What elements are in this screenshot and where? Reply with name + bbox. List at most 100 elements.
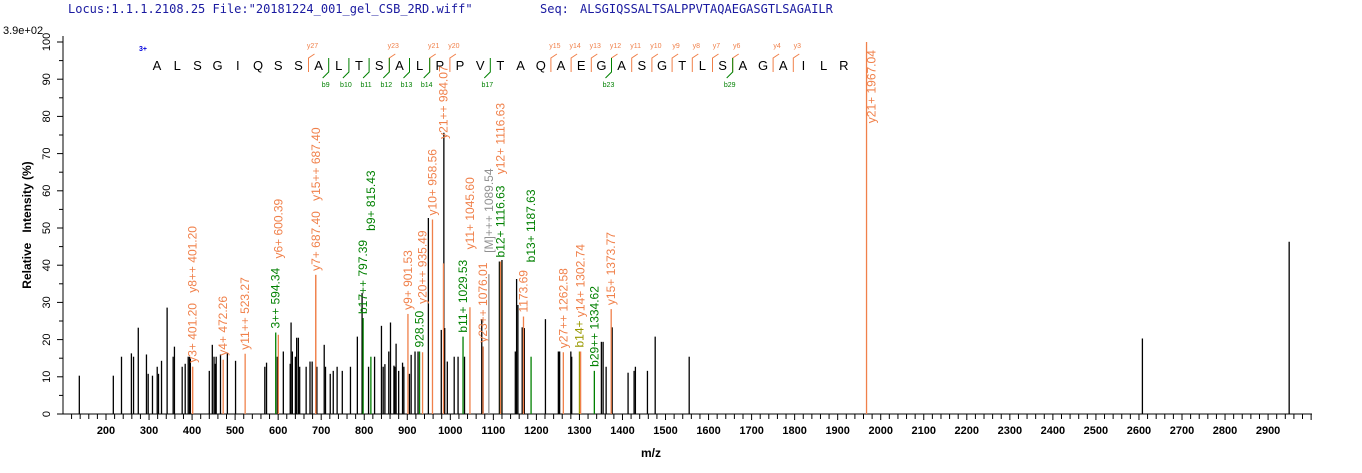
peak-label-y-ion: y10+ 958.56	[425, 149, 439, 216]
residue-letter: L	[416, 58, 423, 73]
b-ion-label: b10	[340, 82, 352, 89]
y-tick-label: 90	[41, 73, 53, 85]
residue-letter: V	[476, 58, 485, 73]
y-ion-label: y3	[794, 43, 802, 50]
y-ion-label: y4	[773, 43, 781, 50]
peak-label-y-ion: y15+ 1373.77	[604, 232, 618, 305]
x-tick-label: 2600	[1127, 425, 1151, 437]
x-tick-label: 300	[140, 425, 158, 437]
peak-label-y-ion: y7+ 687.40	[309, 211, 323, 271]
x-tick-label: 2400	[1041, 425, 1065, 437]
b-ion-label: b23	[603, 82, 615, 89]
x-tick-label: 400	[183, 425, 201, 437]
y-axis-title: Relative Intensity (%)	[20, 161, 34, 288]
y-tick-label: 10	[41, 371, 53, 383]
x-tick-label: 1400	[610, 425, 634, 437]
residue-letter: L	[699, 58, 706, 73]
b-ion-label: b13	[401, 82, 413, 89]
max-intensity-label: 3.9e+02	[3, 25, 43, 37]
x-tick-label: 1200	[524, 425, 548, 437]
y-tick-label: 60	[41, 185, 53, 197]
residue-letter: T	[496, 58, 504, 73]
y-ion-bracket	[671, 53, 679, 72]
b-ion-bracket	[483, 58, 491, 79]
b-ion-bracket	[322, 58, 330, 79]
peak-label-b-ion: 3++ 594.34	[269, 267, 283, 328]
peak-label-y-ion: y11++ 523.27	[238, 277, 252, 350]
b-ion-bracket	[726, 58, 734, 79]
charge-state-label: 3+	[139, 46, 147, 53]
x-tick-label: 800	[355, 425, 373, 437]
b-ion-bracket	[382, 58, 390, 79]
x-tick-label: 500	[226, 425, 244, 437]
y-tick-label: 70	[41, 147, 53, 159]
y-ion-label: y15	[549, 43, 560, 50]
residue-letter: A	[617, 58, 626, 73]
peak-label-b-ion: 928.50	[413, 310, 427, 347]
residue-letter: P	[435, 58, 444, 73]
b-ion-bracket	[342, 58, 350, 79]
peak-label-b-ion: b29++ 1334.62	[587, 286, 601, 367]
y-ion-label: y14	[569, 43, 580, 50]
peak-label-y-ion: y6+ 600.39	[271, 198, 285, 258]
y-ion-label: y8	[693, 43, 701, 50]
y-ion-bracket	[792, 53, 800, 72]
y-ion-label: y6	[733, 43, 741, 50]
residue-letter: G	[596, 58, 606, 73]
residue-letter: A	[395, 58, 404, 73]
seq-label: Seq:	[540, 2, 569, 16]
b-ion-label: b9	[322, 82, 330, 89]
peak-label-y-ion: y4+ 472.26	[216, 296, 230, 356]
residue-letter: R	[839, 58, 848, 73]
b-ion-bracket	[605, 58, 612, 79]
x-tick-label: 2100	[912, 425, 936, 437]
x-tick-label: 2000	[868, 425, 892, 437]
residue-letter: L	[174, 58, 181, 73]
y-ion-label: y11	[630, 43, 641, 50]
x-tick-label: 2300	[998, 425, 1022, 437]
peak-label-y-ion: y3+ 401.20	[186, 303, 200, 363]
peak-label-y-ion: y20++ 935.49	[416, 230, 430, 304]
residue-letter: P	[456, 58, 465, 73]
residue-letter: G	[213, 58, 223, 73]
y-ion-label: y20	[448, 43, 459, 50]
peak-label-b-ion: b13+ 1187.63	[524, 189, 538, 262]
x-tick-label: 1800	[782, 425, 806, 437]
b-ion-bracket	[362, 58, 370, 79]
peak-label-M-ion: [M]+++ 1089.54	[482, 168, 496, 253]
x-tick-label: 2500	[1084, 425, 1108, 437]
x-tick-label: 2800	[1213, 425, 1237, 437]
y-tick-label: 50	[41, 222, 53, 234]
y-ion-bracket	[712, 53, 719, 72]
peaks: y3+ 401.20 y8++ 401.20 y4+ 472.26 y11++ 523…	[78, 42, 1290, 414]
peak-label-b-ion: b17++ 797.39	[356, 240, 370, 314]
locus-file-header: Locus:1.1.1.2108.25 File:"20181224_001_g…	[68, 2, 473, 16]
residue-letter: S	[274, 58, 283, 73]
residue-letter: A	[738, 58, 747, 73]
residue-letter: A	[516, 58, 525, 73]
b-ion-label: b12	[380, 82, 392, 89]
y-tick-label: 20	[41, 333, 53, 345]
x-tick-label: 1500	[653, 425, 677, 437]
y-ion-label: y10	[650, 43, 661, 50]
residue-letter: S	[718, 58, 727, 73]
peak-label-y-ion: y21+ 1967.04	[865, 50, 879, 123]
y-tick-label: 40	[41, 259, 53, 271]
residue-letter: E	[577, 58, 586, 73]
y-ion-label: y9	[672, 43, 680, 50]
y-ion-bracket	[691, 53, 699, 72]
peak-label-y-ion: y23++ 1076.01	[476, 262, 490, 342]
x-tick-label: 1100	[481, 425, 505, 437]
peak-label-by-ion: b14+	[572, 320, 586, 347]
residue-letter: S	[294, 58, 303, 73]
x-tick-label: 1000	[438, 425, 462, 437]
y-ion-bracket	[631, 53, 638, 72]
b-ion-label: b29	[724, 82, 736, 89]
residue-letter: S	[375, 58, 384, 73]
residue-letter: T	[678, 58, 686, 73]
y-ion-bracket	[308, 53, 315, 72]
residue-letter: G	[657, 58, 667, 73]
b-ion-bracket	[403, 58, 410, 79]
x-tick-label: 1900	[825, 425, 849, 437]
